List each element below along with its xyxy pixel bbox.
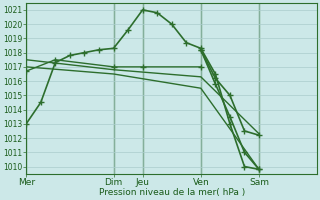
X-axis label: Pression niveau de la mer( hPa ): Pression niveau de la mer( hPa ) bbox=[99, 188, 245, 197]
